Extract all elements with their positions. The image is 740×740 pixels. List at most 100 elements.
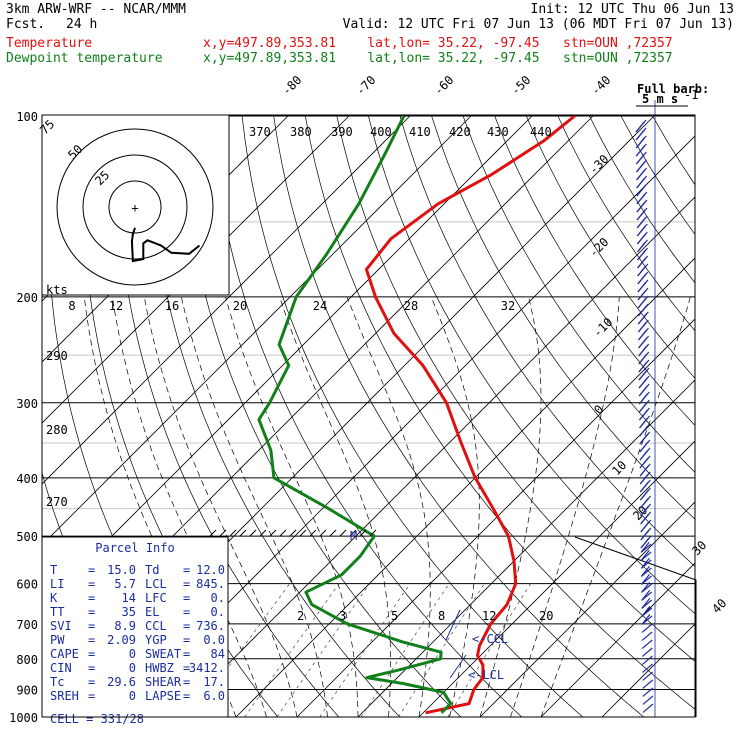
isotherm-line bbox=[418, 440, 695, 717]
moist-adiabat-line bbox=[479, 296, 542, 717]
parcel-row-value: 6.0 bbox=[203, 689, 225, 703]
parcel-row-label: HWBZ bbox=[145, 661, 174, 675]
parcel-row-label: CAPE bbox=[50, 647, 79, 661]
parcel-row-eq: = bbox=[88, 647, 95, 661]
wind-barb-flag bbox=[638, 393, 648, 405]
wind-barb bbox=[642, 687, 654, 697]
forecast-hour: 24 h bbox=[66, 17, 98, 32]
wind-barb-flag bbox=[641, 574, 650, 585]
wind-barb-unit: 5 m s bbox=[642, 92, 678, 106]
isotherm-label: -60 bbox=[431, 73, 456, 98]
parcel-row-value: 35 bbox=[122, 605, 136, 619]
mixing-ratio-label: 5 bbox=[391, 609, 398, 623]
wind-barb-flag bbox=[637, 321, 647, 333]
parcel-row-value: 0. bbox=[211, 591, 225, 605]
mixing-ratio-label: 20 bbox=[539, 609, 553, 623]
wind-barb-flag bbox=[635, 121, 645, 133]
barb-area-edge bbox=[574, 536, 697, 717]
wind-barb-flag bbox=[641, 582, 651, 593]
parcel-row-label: LFC bbox=[145, 591, 167, 605]
parcel-cell: CELL = 331/28 bbox=[50, 712, 144, 726]
mixing-ratio-line bbox=[398, 583, 485, 717]
wind-barb-flag bbox=[638, 377, 648, 389]
parcel-row-value: 8.9 bbox=[114, 619, 136, 633]
wind-barb-flag bbox=[638, 345, 648, 357]
parcel-row-eq: = bbox=[88, 675, 95, 689]
theta-label: 430 bbox=[487, 125, 509, 139]
dry-adiabat-line bbox=[462, 115, 695, 473]
dry-adiabat-line bbox=[336, 115, 695, 662]
parcel-row-eq: = bbox=[183, 619, 190, 633]
parcel-row-eq: = bbox=[183, 675, 190, 689]
wind-barb bbox=[642, 703, 654, 713]
hatch-mark bbox=[329, 529, 337, 537]
parcel-row-eq: = bbox=[88, 633, 95, 647]
parcel-row-label: SREH bbox=[50, 689, 79, 703]
isotherm-line bbox=[42, 115, 350, 424]
hodograph-kts-label: kts bbox=[46, 283, 68, 297]
hodograph-ring bbox=[82, 154, 188, 260]
parcel-row-value: 5.7 bbox=[114, 577, 136, 591]
hodograph-origin: + bbox=[131, 201, 138, 215]
wind-barb bbox=[641, 631, 653, 641]
parcel-row-value: 0 bbox=[129, 689, 136, 703]
wind-barb-flag bbox=[637, 265, 647, 277]
theta-label: 420 bbox=[449, 125, 471, 139]
lcl-label: <-LCL bbox=[468, 668, 504, 682]
parcel-row-eq: = bbox=[183, 647, 190, 661]
wind-barb-flag bbox=[636, 185, 646, 197]
wind-barb-flag bbox=[639, 489, 649, 501]
wind-barb-flag bbox=[635, 153, 645, 165]
isotherm-label: 10 bbox=[609, 458, 629, 478]
wind-barb-flag bbox=[639, 481, 649, 493]
parcel-mark bbox=[449, 654, 467, 679]
wind-barb-flag bbox=[641, 614, 651, 625]
hatch-mark bbox=[319, 529, 327, 537]
hodograph-ring bbox=[108, 180, 162, 234]
wind-barb-flag bbox=[636, 169, 646, 181]
moist-adiabat-line bbox=[143, 296, 298, 717]
theta-label: 410 bbox=[409, 125, 431, 139]
parcel-row-value: 845. bbox=[196, 577, 225, 591]
parcel-row-label: LAPSE bbox=[145, 689, 181, 703]
parcel-row-value: 29.6 bbox=[107, 675, 136, 689]
wind-barb bbox=[642, 679, 654, 689]
hatch-mark bbox=[349, 529, 357, 537]
pressure-label: 1000 bbox=[9, 711, 38, 725]
pressure-label: 900 bbox=[16, 684, 38, 698]
wind-barb-flag bbox=[636, 225, 646, 237]
wind-barb-flag bbox=[635, 129, 645, 141]
isotherm-line bbox=[296, 318, 695, 717]
parcel-row-eq: = bbox=[88, 619, 95, 633]
wind-barb-flag bbox=[641, 590, 651, 601]
temperature-line bbox=[364, 115, 576, 715]
hatch-mark bbox=[289, 529, 297, 537]
parcel-row-label: Td bbox=[145, 563, 159, 577]
pressure-label: 700 bbox=[16, 618, 38, 632]
isotherm-line bbox=[42, 115, 472, 546]
wind-barb-flag bbox=[638, 353, 648, 365]
wind-barb-flag bbox=[637, 305, 647, 317]
hodograph-speed-label: 8 bbox=[68, 299, 75, 313]
parcel-row-value: 14 bbox=[122, 591, 136, 605]
dewpoint-line bbox=[257, 115, 453, 714]
hodograph-speed-label: 16 bbox=[165, 299, 179, 313]
isotherm-line bbox=[42, 115, 411, 485]
wind-barb-flag bbox=[638, 361, 648, 373]
dry-adiabat-line bbox=[620, 115, 695, 235]
wind-barb bbox=[641, 639, 653, 649]
wind-barb-flag bbox=[640, 542, 650, 553]
dry-adiabat-line bbox=[525, 115, 695, 379]
dry-adiabat-line bbox=[589, 115, 695, 284]
wind-barb bbox=[642, 663, 653, 673]
parcel-row-value: 17. bbox=[203, 675, 225, 689]
parcel-row-value: 736. bbox=[196, 619, 225, 633]
hatch-mark bbox=[339, 529, 347, 537]
ccl-label: <-CCL bbox=[472, 632, 508, 646]
isotherm-label: -80 bbox=[279, 73, 304, 98]
theta-label: 270 bbox=[46, 495, 68, 509]
hodograph-speed-label: 32 bbox=[501, 299, 515, 313]
pressure-label: 200 bbox=[16, 291, 38, 305]
hatch-mark bbox=[209, 529, 217, 537]
parcel-row-label: CCL bbox=[145, 619, 167, 633]
